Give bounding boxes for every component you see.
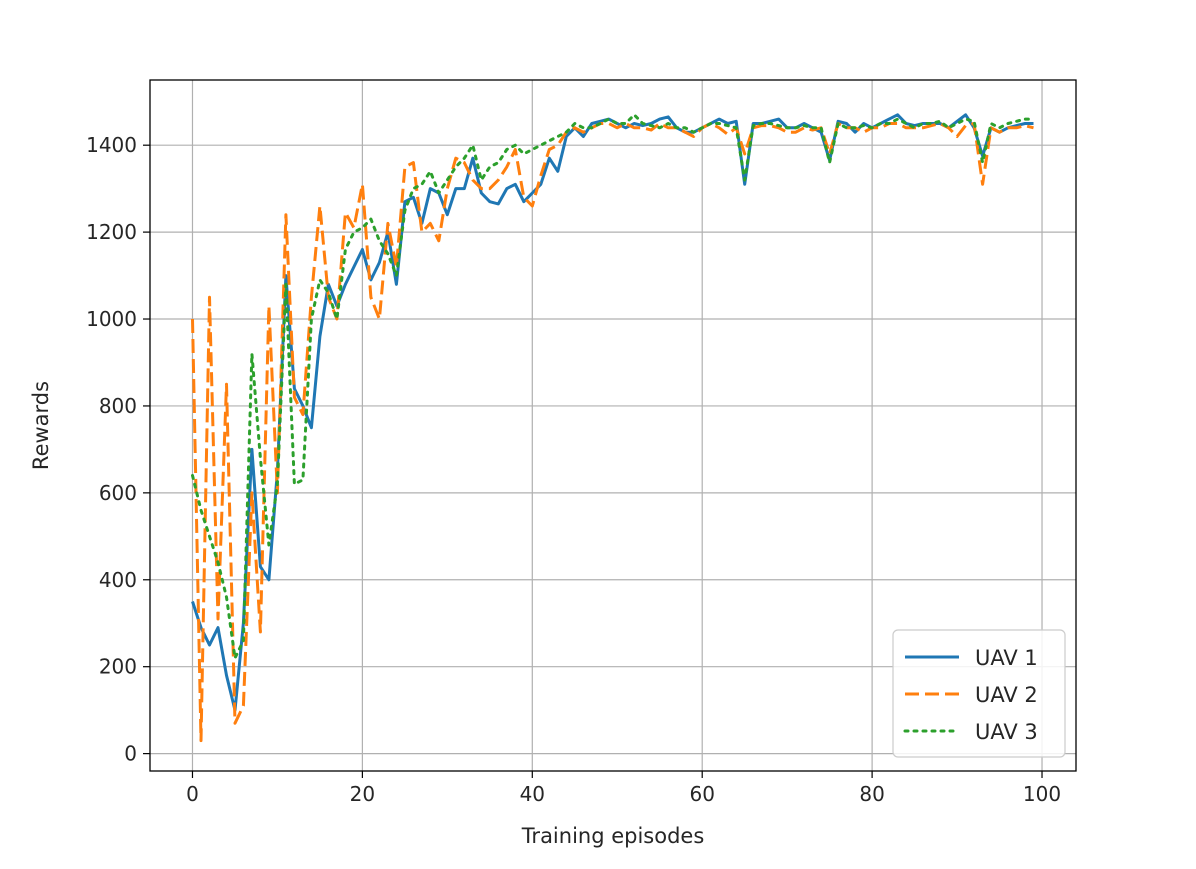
y-tick-label: 1000 (86, 307, 137, 331)
series-lines (191, 113, 1035, 743)
legend-label: UAV 3 (975, 720, 1038, 744)
y-tick-label: 1200 (86, 220, 137, 244)
x-tick-label: 100 (1023, 782, 1061, 806)
plot-frame (149, 79, 1077, 772)
series-line-uav-2 (191, 122, 1034, 743)
x-tick-label: 40 (520, 782, 545, 806)
x-tick-label: 20 (350, 782, 375, 806)
y-tick-label: 200 (99, 655, 137, 679)
x-tick-label: 0 (186, 782, 199, 806)
y-tick-label: 0 (124, 742, 137, 766)
y-axis-title: Rewards (29, 381, 53, 470)
legend-box (892, 629, 1066, 758)
legend: UAV 1 UAV 2 UAV 3 (892, 629, 1066, 758)
y-tick-label: 1400 (86, 133, 137, 157)
y-tick-label: 600 (99, 481, 137, 505)
grid (150, 80, 1076, 771)
x-tick-label: 80 (859, 782, 884, 806)
legend-label: UAV 2 (975, 683, 1038, 707)
legend-label: UAV 1 (975, 646, 1038, 670)
series-line-uav-3 (191, 113, 1035, 660)
x-axis-title: Training episodes (521, 824, 705, 848)
y-tick-label: 800 (99, 394, 137, 418)
y-tick-label: 400 (99, 568, 137, 592)
x-tick-label: 60 (689, 782, 714, 806)
